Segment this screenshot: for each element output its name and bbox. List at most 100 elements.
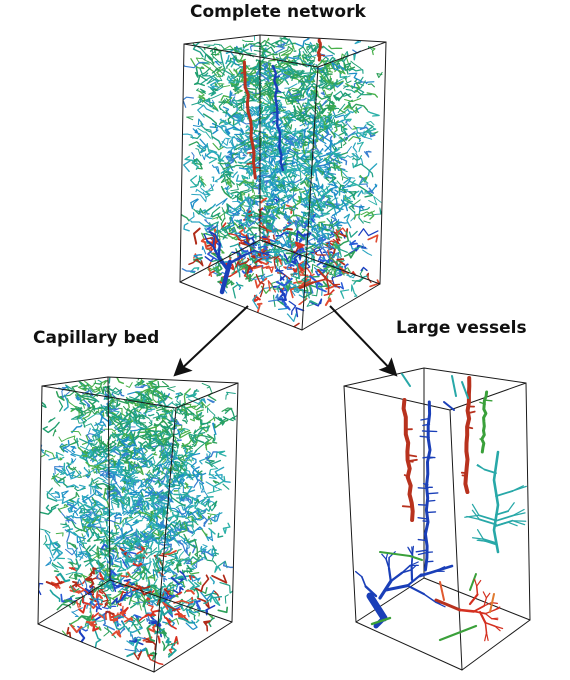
capillary-segment bbox=[73, 531, 88, 545]
capillary-segment bbox=[362, 249, 373, 256]
capillary-segment bbox=[200, 488, 211, 505]
capillary-segment bbox=[203, 515, 218, 527]
capillary-segment bbox=[66, 524, 71, 533]
capillary-segment bbox=[269, 130, 276, 138]
capillary-segment bbox=[191, 191, 207, 203]
capillary-segment bbox=[193, 76, 206, 87]
capillary-segment bbox=[96, 545, 100, 555]
capillary-segment bbox=[317, 280, 328, 288]
capillary-segment bbox=[178, 480, 184, 493]
vein-trunk bbox=[419, 435, 430, 438]
capillary-segment bbox=[277, 187, 284, 195]
capillary-segment bbox=[126, 509, 142, 518]
capillary-segment bbox=[81, 494, 89, 504]
capillary-segment bbox=[66, 503, 77, 509]
capillary-segment bbox=[153, 457, 165, 469]
capillary-segment bbox=[120, 441, 129, 447]
capillary-segment bbox=[282, 111, 291, 120]
capillary-segment bbox=[102, 505, 111, 517]
capillary-segment bbox=[258, 224, 268, 234]
capillary-bed-block bbox=[37, 376, 239, 673]
capillary-segment bbox=[286, 276, 291, 284]
capillary-segment bbox=[302, 75, 311, 88]
capillary-segment bbox=[300, 73, 312, 86]
artery-branch bbox=[493, 606, 501, 612]
capillary-segment bbox=[138, 555, 145, 564]
capillary-segment bbox=[269, 179, 280, 192]
capillary-segment bbox=[214, 84, 224, 92]
capillary-segment bbox=[194, 66, 199, 78]
capillary-segment bbox=[66, 542, 78, 558]
capillary-segment bbox=[181, 408, 190, 416]
capillary-segment bbox=[204, 227, 209, 234]
capillary-segment bbox=[96, 561, 105, 569]
capillary-segment bbox=[65, 515, 77, 525]
capillary-segment bbox=[215, 197, 228, 207]
capillary-segment bbox=[221, 416, 228, 426]
capillary-segment bbox=[114, 575, 122, 586]
capillary-segment bbox=[281, 134, 290, 141]
capillary-segment bbox=[201, 528, 208, 537]
complete-network-large-vessels bbox=[203, 38, 341, 295]
capillary-segment bbox=[58, 400, 64, 412]
capillary-segment bbox=[176, 406, 191, 415]
capillary-segment bbox=[55, 532, 64, 537]
capillary-segment bbox=[309, 73, 316, 82]
capillary-segment bbox=[176, 439, 182, 442]
capillary-segment bbox=[113, 585, 117, 592]
capillary-segment bbox=[73, 513, 92, 519]
capillary-segment bbox=[352, 125, 358, 130]
capillary-segment bbox=[134, 403, 142, 407]
capillary-bed-network bbox=[38, 377, 238, 666]
capillary-segment bbox=[178, 617, 196, 624]
teal-vessel bbox=[482, 538, 497, 544]
capillary-segment bbox=[128, 508, 135, 519]
capillary-segment bbox=[127, 535, 142, 545]
capillary-segment bbox=[333, 234, 343, 239]
vein-branch bbox=[230, 254, 246, 264]
capillary-segment bbox=[65, 384, 73, 392]
capillary-segment bbox=[127, 391, 143, 395]
capillary-segment bbox=[195, 619, 200, 624]
vein-trunk bbox=[423, 400, 432, 572]
artery-branch bbox=[458, 608, 476, 613]
vein-branch bbox=[418, 564, 454, 578]
capillary-segment bbox=[222, 522, 231, 534]
box-edge bbox=[107, 376, 111, 581]
capillary-segment bbox=[129, 626, 143, 637]
capillary-segment bbox=[288, 147, 299, 155]
capillary-segment bbox=[303, 106, 317, 115]
artery-branch bbox=[484, 621, 488, 634]
capillary-segment bbox=[120, 576, 125, 584]
capillary-segment bbox=[132, 417, 145, 431]
capillary-segment bbox=[125, 382, 133, 388]
vein-branch bbox=[253, 249, 264, 255]
capillary-segment bbox=[144, 473, 153, 486]
capillary-segment bbox=[242, 144, 260, 148]
capillary-segment bbox=[104, 545, 113, 564]
capillary-segment bbox=[67, 397, 80, 419]
artery-trunk bbox=[316, 38, 322, 62]
capillary-segment bbox=[208, 87, 217, 97]
capillary-segment bbox=[192, 558, 204, 569]
capillary-segment bbox=[83, 559, 95, 563]
capillary-segment bbox=[192, 411, 203, 420]
capillary-segment bbox=[358, 163, 378, 180]
capillary-segment bbox=[180, 209, 190, 222]
capillary-segment bbox=[315, 166, 327, 169]
capillary-segment bbox=[363, 211, 375, 220]
artery-branch bbox=[484, 621, 496, 627]
capillary-segment bbox=[155, 532, 164, 540]
capillary-segment bbox=[92, 445, 100, 453]
capillary-segment bbox=[294, 73, 305, 83]
capillary-segment bbox=[234, 232, 242, 240]
capillary-segment bbox=[192, 39, 204, 58]
capillary-segment bbox=[122, 450, 134, 460]
teal-vessel bbox=[461, 381, 469, 399]
capillary-segment bbox=[197, 581, 202, 586]
capillary-segment bbox=[263, 214, 276, 228]
capillary-segment bbox=[167, 386, 176, 392]
capillary-segment bbox=[291, 195, 303, 209]
capillary-segment bbox=[206, 75, 220, 85]
capillary-segment bbox=[333, 132, 340, 138]
